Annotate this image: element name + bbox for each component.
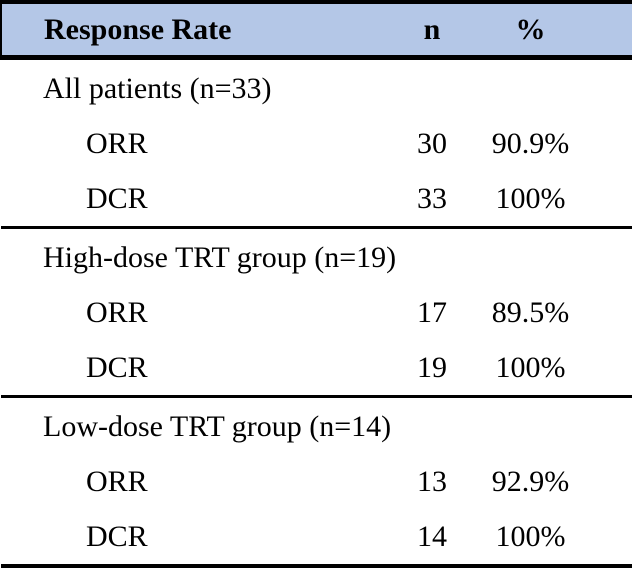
header-percent: % bbox=[473, 0, 588, 60]
row-label: DCR bbox=[1, 340, 391, 398]
group-row-all-patients: All patients (n=33) bbox=[1, 58, 632, 117]
row-pct-value: 90.9% bbox=[491, 127, 570, 160]
row-pct-value: 100% bbox=[473, 509, 588, 568]
row-filler bbox=[588, 509, 632, 568]
row-filler bbox=[588, 454, 632, 509]
row-label: ORR bbox=[86, 127, 148, 160]
row-pct-value: 100% bbox=[473, 171, 588, 229]
row-pct-value: 92.9% bbox=[491, 465, 570, 498]
row-pct-value: 89.5% bbox=[491, 296, 570, 329]
row-n-value: 17 bbox=[417, 296, 447, 329]
row-filler bbox=[588, 116, 632, 171]
header-filler bbox=[588, 0, 632, 60]
row-filler bbox=[588, 171, 632, 229]
group-label: All patients (n=33) bbox=[43, 71, 272, 105]
group-row-high-dose: High-dose TRT group (n=19) bbox=[1, 228, 632, 286]
row-pct-value: 100% bbox=[473, 340, 588, 398]
header-response-rate: Response Rate bbox=[0, 0, 391, 60]
row-label: DCR bbox=[1, 509, 391, 568]
table-row: ORR 17 89.5% bbox=[1, 285, 632, 340]
row-label: ORR bbox=[86, 465, 148, 498]
group-label: Low-dose TRT group (n=14) bbox=[43, 409, 392, 443]
row-n-value: 13 bbox=[417, 465, 447, 498]
row-n-value: 19 bbox=[391, 340, 473, 398]
table-row: DCR 33 100% bbox=[1, 171, 632, 229]
row-filler bbox=[588, 340, 632, 398]
table-row: ORR 30 90.9% bbox=[1, 116, 632, 171]
table-row: ORR 13 92.9% bbox=[1, 454, 632, 509]
row-label: ORR bbox=[86, 296, 148, 329]
row-n-value: 30 bbox=[417, 127, 447, 160]
header-n: n bbox=[391, 0, 473, 60]
row-n-value: 14 bbox=[391, 509, 473, 568]
row-label: DCR bbox=[1, 171, 391, 229]
table-row: DCR 19 100% bbox=[1, 340, 632, 398]
table-row: DCR 14 100% bbox=[1, 509, 632, 568]
group-row-low-dose: Low-dose TRT group (n=14) bbox=[1, 397, 632, 455]
table-header-row: Response Rate n % bbox=[0, 0, 632, 60]
row-n-value: 33 bbox=[391, 171, 473, 229]
group-label: High-dose TRT group (n=19) bbox=[43, 240, 397, 274]
row-filler bbox=[588, 285, 632, 340]
